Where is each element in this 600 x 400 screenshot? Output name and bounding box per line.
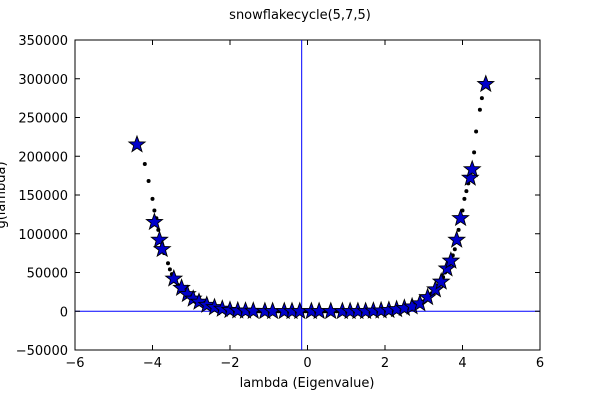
data-point-star: [152, 239, 172, 258]
data-point-dot: [167, 267, 172, 272]
plot-area: [74, 39, 541, 351]
data-point-dot: [462, 196, 467, 201]
data-point-dot: [452, 247, 457, 252]
data-point-star: [447, 230, 467, 248]
data-point-dot: [152, 208, 157, 213]
y-tick-label: 250000: [18, 112, 68, 127]
y-tick-label: 150000: [18, 189, 68, 204]
x-tick-label: −4: [143, 356, 162, 371]
chart-title: snowflakecycle(5,7,5): [229, 8, 371, 23]
y-axis-label: g(lambda): [0, 161, 9, 228]
x-tick-label: −2: [220, 356, 239, 371]
x-axis-label: lambda (Eigenvalue): [240, 376, 375, 391]
data-point-star: [150, 230, 169, 248]
data-point-dot: [166, 261, 170, 266]
data-point-star: [476, 74, 496, 93]
y-tick-label: −50000: [16, 344, 68, 359]
x-tick-label: 0: [303, 356, 311, 371]
x-tick-label: 2: [381, 356, 389, 371]
data-point-star: [127, 134, 147, 153]
data-point-star: [164, 268, 184, 287]
star-series: [127, 74, 496, 320]
x-tick-label: 4: [458, 356, 466, 371]
axis-ticks: [74, 39, 541, 351]
y-tick-label: 200000: [18, 150, 68, 165]
data-point-dot: [472, 150, 477, 155]
y-tick-label: 50000: [27, 267, 68, 282]
data-point-dot: [146, 179, 151, 183]
data-point-dot: [464, 189, 469, 194]
data-point-dot: [477, 107, 482, 112]
y-tick-label: 100000: [18, 228, 68, 243]
data-point-dot: [456, 227, 461, 232]
data-point-dot: [150, 196, 155, 201]
y-tick-label: 0: [60, 305, 68, 320]
data-point-star: [441, 251, 461, 269]
y-tick-labels: −50000 0 50000 100000 150000 200000 250000 3000…: [16, 34, 68, 359]
data-point-dot: [479, 96, 484, 101]
y-tick-label: 350000: [18, 34, 68, 49]
data-point-star: [145, 212, 164, 231]
x-tick-label: −6: [65, 356, 84, 371]
data-point-star: [426, 279, 445, 298]
y-tick-label: 300000: [18, 73, 68, 88]
data-point-star: [431, 271, 451, 290]
data-point-star: [451, 208, 470, 227]
data-point-star: [189, 292, 209, 310]
data-point-dot: [474, 129, 479, 134]
x-tick-labels: −6 −4 −2 0 2 4 6: [65, 356, 544, 371]
x-tick-label: 6: [536, 356, 544, 371]
data-point-dot: [142, 162, 147, 166]
data-point-star: [462, 159, 482, 178]
